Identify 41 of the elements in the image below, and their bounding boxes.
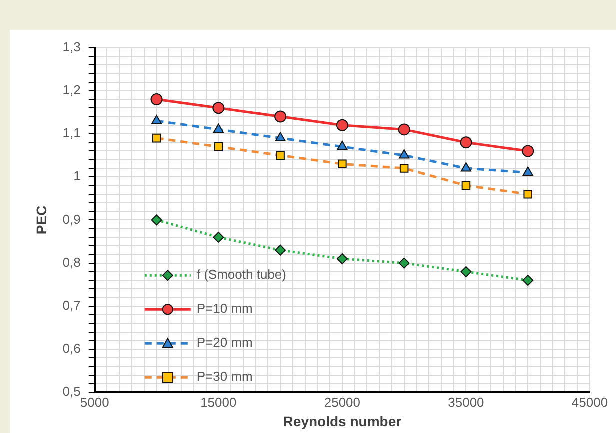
- point: [398, 124, 410, 136]
- x-tick-label: 45000: [572, 394, 608, 410]
- y-tick-label: 0,8: [62, 254, 81, 270]
- y-tick-label: 1,3: [62, 39, 81, 54]
- point: [213, 124, 224, 133]
- point: [336, 119, 348, 132]
- x-tick-label: 15000: [200, 394, 237, 410]
- point: [522, 275, 534, 286]
- point: [460, 136, 472, 149]
- y-tick-label: 0,5: [62, 384, 81, 400]
- point: [460, 266, 472, 278]
- y-tick-label: 1,1: [62, 126, 81, 141]
- point: [275, 132, 286, 142]
- point: [275, 244, 286, 256]
- point: [152, 115, 162, 124]
- x-tick-label: 25000: [324, 394, 361, 410]
- point: [522, 145, 534, 158]
- point: [522, 166, 534, 176]
- point: [460, 162, 472, 172]
- legend-label: P=30 mm: [196, 369, 253, 384]
- x-tick-label: 5000: [80, 394, 110, 410]
- x-axis-title: Reynolds number: [283, 413, 402, 430]
- point: [213, 232, 224, 243]
- y-tick-label: 1,2: [62, 82, 81, 98]
- point: [151, 214, 162, 226]
- point: [398, 258, 410, 269]
- y-tick-label: 0,9: [62, 212, 81, 227]
- x-tick-label: 35000: [448, 394, 484, 410]
- y-tick-label: 0,6: [62, 341, 81, 356]
- y-tick-label: 1: [74, 168, 81, 184]
- y-axis-title: PEC: [33, 206, 50, 235]
- legend-label: P=20 mm: [196, 335, 253, 350]
- point: [150, 94, 163, 106]
- y-tick-label: 0,7: [62, 298, 81, 313]
- point: [274, 110, 287, 123]
- point: [337, 140, 348, 150]
- point: [336, 253, 348, 264]
- legend-label: f (Smooth tube): [196, 267, 286, 282]
- point: [212, 102, 225, 114]
- legend-label: P=10 mm: [196, 301, 253, 316]
- point: [399, 150, 410, 159]
